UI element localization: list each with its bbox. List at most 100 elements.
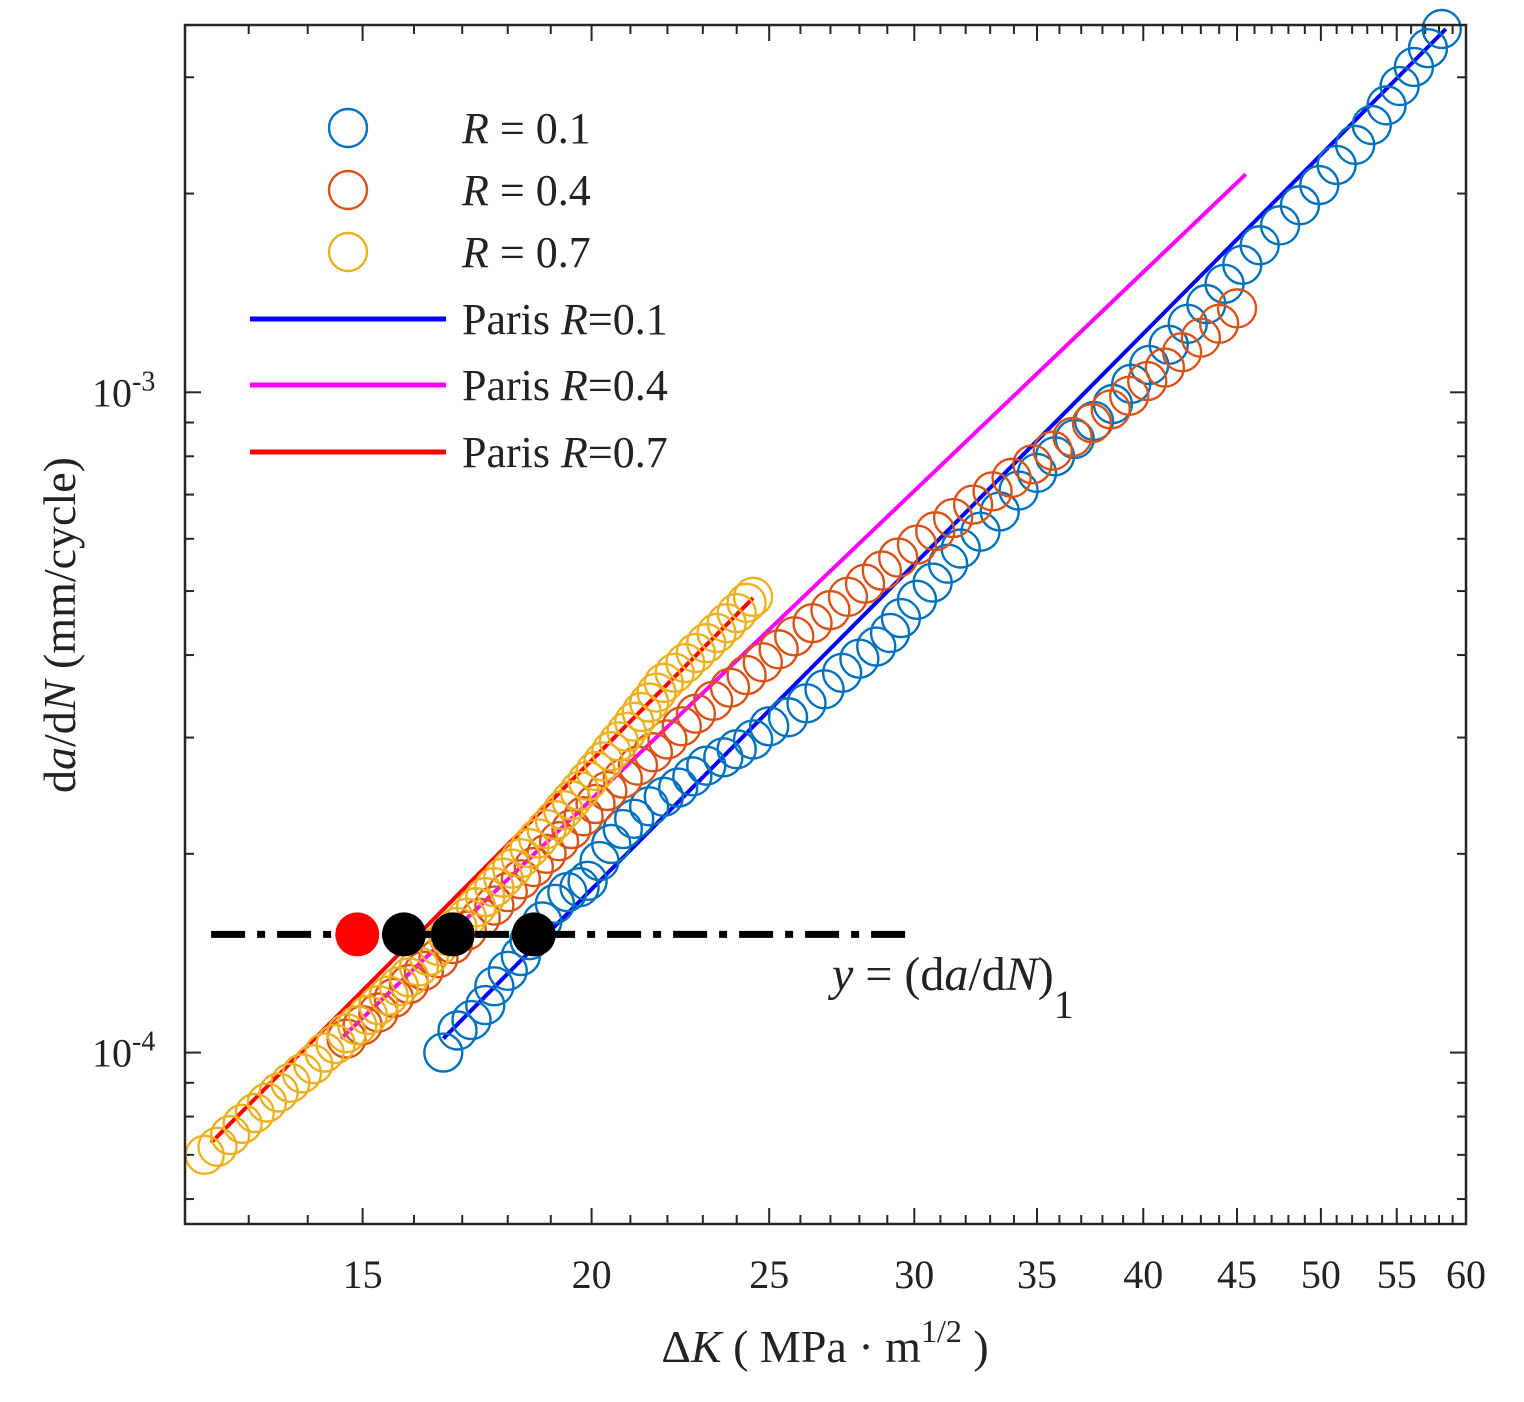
x-tick-label: 45	[1217, 1252, 1257, 1297]
data-point	[932, 497, 974, 539]
x-tick-label: 50	[1301, 1252, 1341, 1297]
data-point	[709, 667, 751, 708]
data-point	[1012, 444, 1053, 485]
data-point	[465, 984, 506, 1026]
threshold-annotation: y = (da/dN)1	[827, 948, 1074, 1027]
data-point	[437, 1010, 478, 1051]
data-point	[559, 867, 600, 908]
data-point	[869, 612, 911, 654]
data-point	[451, 999, 492, 1041]
x-label-var: K	[690, 1321, 724, 1372]
legend-pre-paris-r01: Paris	[462, 295, 561, 344]
data-point	[716, 592, 757, 634]
data-point	[991, 457, 1032, 499]
data-point	[613, 798, 655, 839]
y-label-a: a	[34, 747, 85, 770]
legend-label-r07: R = 0.7	[461, 228, 591, 277]
data-point	[647, 719, 688, 760]
plot-frame	[183, 23, 1468, 1226]
data-point	[575, 783, 616, 825]
y-tick-label: 10-3	[92, 366, 155, 415]
data-point	[209, 1114, 251, 1156]
data-point	[500, 859, 542, 900]
annotation-sub: 1	[1054, 982, 1074, 1027]
x-label-open: ( MPa · m	[722, 1321, 922, 1372]
intersection-point	[381, 912, 426, 957]
legend-rest-paris-r04: =0.4	[588, 361, 668, 410]
x-tick-label: 55	[1377, 1252, 1417, 1297]
legend-var-paris-r04: R	[560, 361, 588, 410]
fit-line	[339, 172, 1248, 1041]
intersection-points	[335, 912, 556, 957]
data-point	[732, 576, 774, 618]
y-label-slash: /d	[34, 711, 85, 747]
data-point	[602, 808, 643, 850]
legend-rest-paris-r07: =0.7	[588, 428, 668, 477]
data-point	[606, 711, 647, 753]
y-tick-base: 10	[92, 370, 132, 415]
data-point	[563, 796, 604, 837]
legend-pre-paris-r07: Paris	[462, 428, 561, 477]
y-tick-labels: 10 -4 10-3	[92, 366, 155, 1075]
data-point	[487, 950, 528, 991]
data-point	[559, 770, 600, 812]
data-point	[1216, 288, 1258, 329]
x-tick-label: 15	[343, 1252, 383, 1297]
data-point	[658, 767, 699, 808]
data-point	[281, 1053, 323, 1094]
y-tick-exponent: -4	[132, 1027, 155, 1058]
data-point	[534, 883, 576, 925]
axis-ticks	[185, 25, 1467, 1224]
annotation-close: )	[1038, 948, 1054, 1001]
data-point	[423, 1032, 464, 1073]
legend-label-r01: R = 0.1	[461, 104, 591, 153]
legend-var-r01: R	[461, 104, 489, 153]
legend-label-paris-r01: Paris R=0.1	[462, 295, 668, 344]
data-point	[804, 669, 845, 710]
data-point	[583, 741, 624, 782]
x-label-delta: Δ	[661, 1321, 691, 1372]
data-point	[732, 719, 774, 760]
intersection-point	[511, 912, 556, 957]
data-point	[861, 550, 903, 591]
legend-var-r04: R	[461, 166, 489, 215]
x-label-sup: 1/2	[921, 1313, 962, 1349]
annotation-y: y	[827, 948, 854, 1001]
data-point	[1366, 85, 1407, 126]
data-point	[952, 484, 994, 525]
x-tick-label: 20	[572, 1252, 612, 1297]
data-point	[844, 563, 886, 604]
annotation-mid: /d	[968, 948, 1005, 1001]
data-point	[1144, 347, 1186, 388]
y-axis-label: da/dN (mm/cycle)	[34, 457, 85, 793]
data-markers	[184, 8, 1462, 1176]
data-point	[293, 1044, 334, 1085]
data-point	[1032, 430, 1073, 471]
data-point	[567, 860, 608, 902]
legend-pre-paris-r04: Paris	[462, 361, 561, 410]
legend-marker-r01	[327, 107, 369, 149]
legend-rest-r04: = 0.4	[489, 166, 591, 215]
legend-var-paris-r07: R	[560, 428, 588, 477]
annotation-N: N	[1005, 948, 1041, 1001]
data-point	[643, 776, 685, 817]
data-point	[856, 626, 897, 667]
legend-rest-r01: = 0.1	[489, 104, 591, 153]
x-tick-labels: 15 20 25 30 35 40 45 50 55 60	[343, 1252, 1486, 1297]
legend-label-r04: R = 0.4	[461, 166, 591, 215]
data-point	[474, 966, 515, 1007]
x-tick-label: 40	[1123, 1252, 1163, 1297]
y-label-units: (mm/cycle)	[34, 457, 85, 681]
annotation-eq: = (d	[853, 948, 944, 1001]
x-axis-label: ΔK ( MPa · m1/2 )	[661, 1313, 988, 1372]
y-tick-exponent: -3	[132, 366, 155, 397]
data-point	[726, 582, 767, 623]
x-tick-label: 30	[894, 1252, 934, 1297]
data-point	[896, 579, 938, 621]
data-point	[538, 820, 580, 862]
data-point	[513, 846, 555, 888]
y-label-d1: d	[34, 770, 85, 793]
legend-marker-r04	[327, 169, 369, 211]
data-point	[661, 706, 702, 747]
